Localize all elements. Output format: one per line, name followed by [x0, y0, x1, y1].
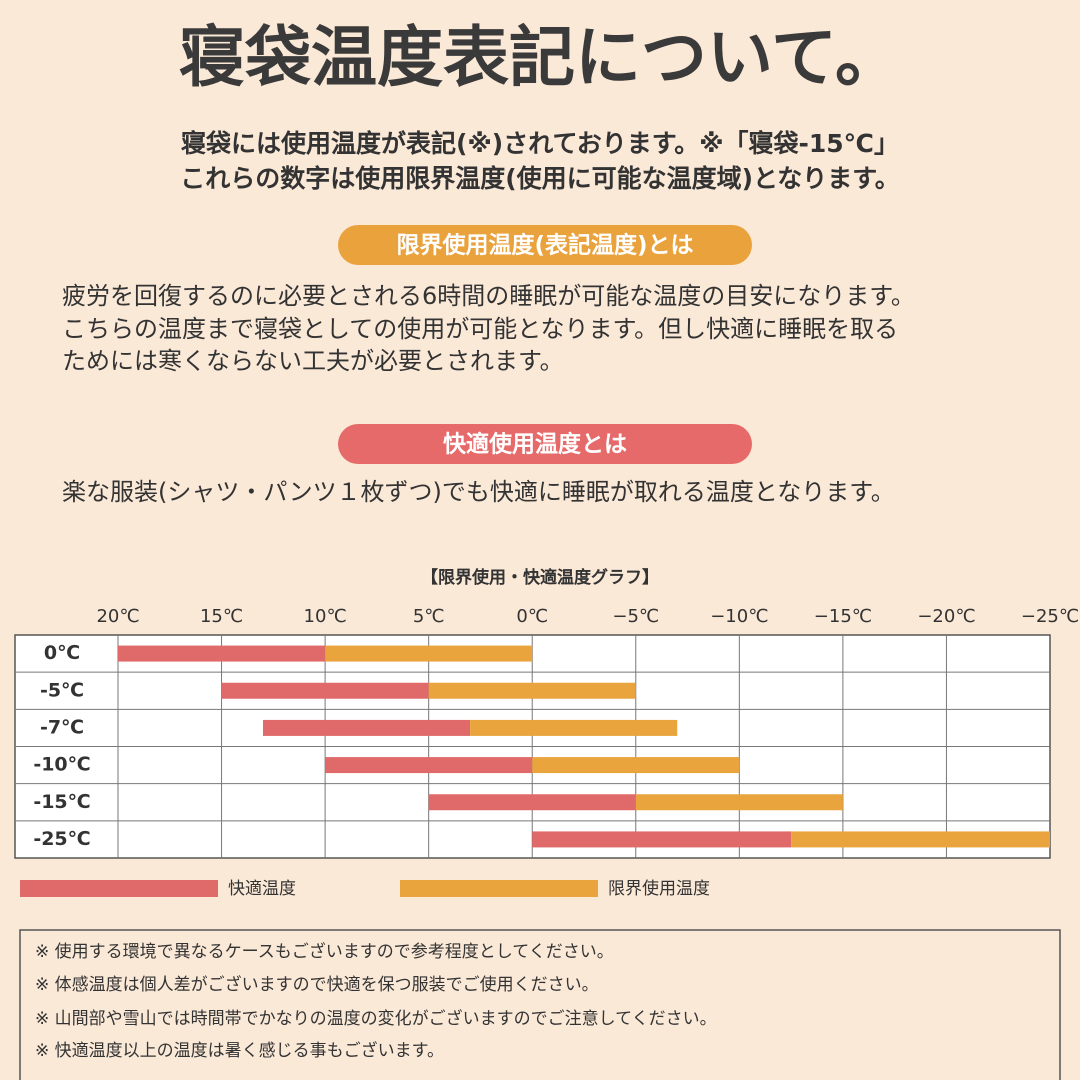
row-label: 0℃: [44, 642, 80, 664]
paragraph-line: ためには寒くならない工夫が必要とされます。: [62, 347, 564, 375]
range-bar: [791, 831, 1050, 848]
notes-box: [19, 929, 1061, 1080]
x-tick-label: 5℃: [413, 606, 445, 627]
range-bar: [325, 645, 533, 662]
badge-text: 快適使用温度とは: [443, 431, 627, 458]
x-tick-label: −5℃: [612, 606, 659, 627]
range-bar: [221, 682, 429, 699]
note: ※ 使用する環境で異なるケースもございますので参考程度としてください。: [35, 941, 614, 962]
x-tick-label: −25℃: [1021, 606, 1079, 627]
range-bar: [532, 831, 792, 848]
row-label: -5℃: [40, 679, 84, 701]
range-bar: [118, 645, 326, 662]
range-bar: [428, 682, 636, 699]
range-bar: [262, 719, 471, 736]
legend-swatch: [400, 880, 598, 897]
legend-label: 快適温度: [228, 879, 296, 899]
x-tick-label: 10℃: [304, 606, 347, 627]
range-bar: [470, 719, 678, 736]
row-label: -7℃: [40, 716, 84, 738]
range-bar: [428, 794, 636, 811]
x-tick-label: 15℃: [200, 606, 243, 627]
row-label: -10℃: [33, 754, 90, 776]
badge: [338, 424, 752, 464]
range-bar: [532, 757, 740, 774]
x-tick-label: −20℃: [917, 606, 975, 627]
intro-line: これらの数字は使用限界温度(使用に可能な温度域)となります。: [180, 164, 900, 193]
x-tick-label: −10℃: [710, 606, 768, 627]
row-label: -25℃: [33, 828, 90, 850]
legend-label: 限界使用温度: [608, 878, 710, 899]
note: ※ 快適温度以上の温度は暑く感じる事もございます。: [35, 1040, 444, 1061]
title: 寝袋温度表記について。: [179, 19, 901, 96]
paragraph-line: こちらの温度まで寝袋としての使用が可能となります。但し快適に睡眠を取る: [62, 315, 898, 343]
x-tick-label: −15℃: [814, 606, 872, 627]
paragraph-line: 楽な服装(シャツ・パンツ１枚ずつ)でも快適に睡眠が取れる温度となります。: [62, 478, 895, 506]
badge-text: 限界使用温度(表記温度)とは: [396, 232, 693, 259]
note: ※ 体感温度は個人差がございますので快適を保つ服装でご使用ください。: [35, 974, 599, 995]
chart-title: 【限界使用・快適温度グラフ】: [421, 567, 659, 588]
badge: [338, 225, 752, 265]
legend-swatch: [20, 880, 218, 897]
range-bar: [635, 794, 843, 811]
range-bar: [325, 757, 533, 774]
intro-line: 寝袋には使用温度が表記(※)されております。※「寝袋-15℃」: [181, 129, 899, 158]
x-tick-label: 20℃: [96, 606, 139, 627]
row-label: -15℃: [33, 791, 90, 813]
note: ※ 山間部や雪山では時間帯でかなりの温度の変化がございますのでご注意してください…: [35, 1008, 717, 1029]
paragraph-line: 疲労を回復するのに必要とされる6時間の睡眠が可能な温度の目安になります。: [62, 282, 915, 310]
x-tick-label: 0℃: [516, 606, 548, 627]
